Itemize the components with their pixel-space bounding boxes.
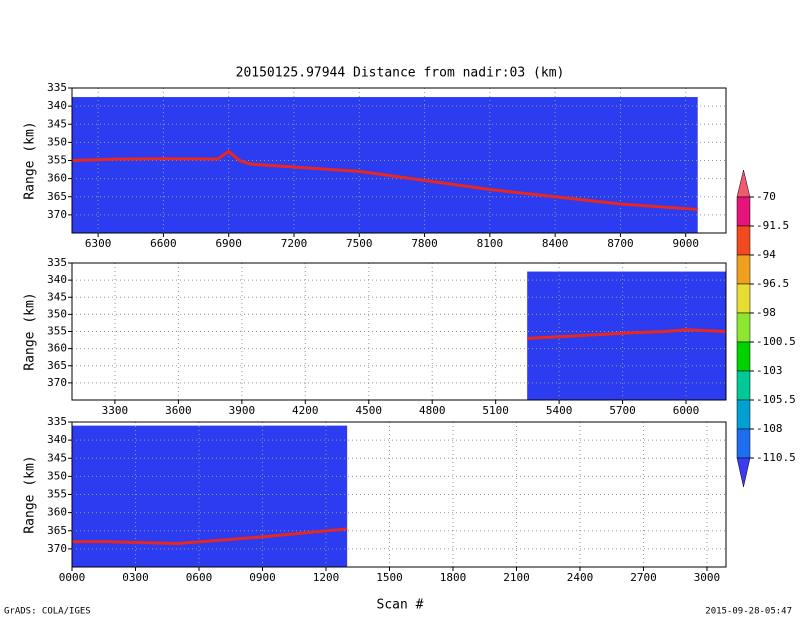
y-tick-label: 340 [47,433,67,446]
surface-line [72,527,348,545]
y-tick-label: 365 [47,524,67,537]
x-tick-label: 8700 [607,237,634,250]
colorbar-segment [736,312,751,343]
plot-frame [71,87,727,234]
x-tick-label: 1500 [376,571,403,584]
y-tick-label: 365 [47,190,67,203]
colorbar-segment [736,225,751,256]
y-tick-label: 370 [47,208,67,221]
x-tick-label: 2100 [503,571,530,584]
x-tick-label: 6600 [150,237,177,250]
plot-frame [71,262,727,401]
y-tick-label: 355 [47,154,67,167]
data-extent [72,97,698,233]
x-tick-label: 7800 [411,237,438,250]
y-tick-label: 335 [47,81,67,94]
y-tick-label: 335 [47,256,67,269]
colorbar-segment [736,457,751,488]
y-axis-label: Range (km) [23,121,38,199]
colorbar-tick-label: -91.5 [756,219,789,232]
x-tick-label: 7500 [346,237,373,250]
y-axis-label: Range (km) [23,455,38,533]
colorbar-tick-label: -100.5 [756,335,796,348]
y-tick-label: 340 [47,99,67,112]
colorbar-segment [736,254,751,285]
x-tick-label: 0600 [186,571,213,584]
colorbar-segment [736,399,751,430]
plot-frame [71,421,727,568]
y-tick-label: 365 [47,359,67,372]
x-tick-label: 5400 [546,404,573,417]
x-tick-label: 6000 [673,404,700,417]
y-tick-label: 345 [47,117,67,130]
y-tick-label: 350 [47,307,67,320]
y-tick-label: 350 [47,469,67,482]
y-tick-label: 370 [47,542,67,555]
colorbar-tick-label: -105.5 [756,393,796,406]
x-tick-label: 6900 [215,237,242,250]
x-tick-label: 1200 [313,571,340,584]
y-axis-label: Range (km) [23,292,38,370]
y-tick-label: 360 [47,342,67,355]
colorbar-segment [736,283,751,314]
colorbar-tick-label: -70 [756,190,776,203]
colorbar-tick-label: -108 [756,422,783,435]
y-tick-label: 335 [47,415,67,428]
colorbar-segment [736,196,751,227]
x-tick-label: 2700 [630,571,657,584]
y-tick-label: 350 [47,135,67,148]
colorbar-tick-label: -110.5 [756,451,796,464]
y-tick-label: 340 [47,273,67,286]
y-tick-label: 355 [47,325,67,338]
data-extent [72,425,348,567]
colorbar-tick-label: -98 [756,306,776,319]
y-tick-label: 345 [47,290,67,303]
y-tick-label: 345 [47,451,67,464]
footer-left: GrADS: COLA/IGES [4,607,91,617]
x-tick-label: 3900 [229,404,256,417]
x-tick-label: 1800 [440,571,467,584]
x-tick-label: 0900 [249,571,276,584]
x-tick-label: 3000 [694,571,721,584]
colorbar-segment [736,428,751,459]
x-tick-label: 7200 [281,237,308,250]
x-tick-label: 3600 [165,404,192,417]
footer-right: 2015-09-28-05:47 [705,607,792,617]
colorbar-segment [736,370,751,401]
x-tick-label: 4200 [292,404,319,417]
x-tick-label: 4800 [419,404,446,417]
x-tick-label: 0300 [122,571,149,584]
x-tick-label: 8400 [542,237,569,250]
y-tick-label: 360 [47,172,67,185]
surface-line [527,328,727,340]
x-tick-label: 6300 [85,237,112,250]
colorbar-tick-label: -96.5 [756,277,789,290]
surface-line [71,149,698,211]
y-tick-label: 360 [47,506,67,519]
x-tick-label: 0000 [59,571,86,584]
x-tick-label: 5700 [609,404,636,417]
x-tick-label: 2400 [567,571,594,584]
x-axis-label: Scan # [377,598,424,613]
y-tick-label: 370 [47,376,67,389]
y-tick-label: 355 [47,488,67,501]
colorbar-tick-label: -94 [756,248,776,261]
x-tick-label: 4500 [356,404,383,417]
x-tick-label: 5100 [482,404,509,417]
chart-title: 20150125.97944 Distance from nadir:03 (k… [236,66,565,81]
colorbar-segment [736,341,751,372]
x-tick-label: 3300 [102,404,129,417]
colorbar-tick-label: -103 [756,364,783,377]
x-tick-label: 9000 [672,237,699,250]
x-tick-label: 8100 [477,237,504,250]
